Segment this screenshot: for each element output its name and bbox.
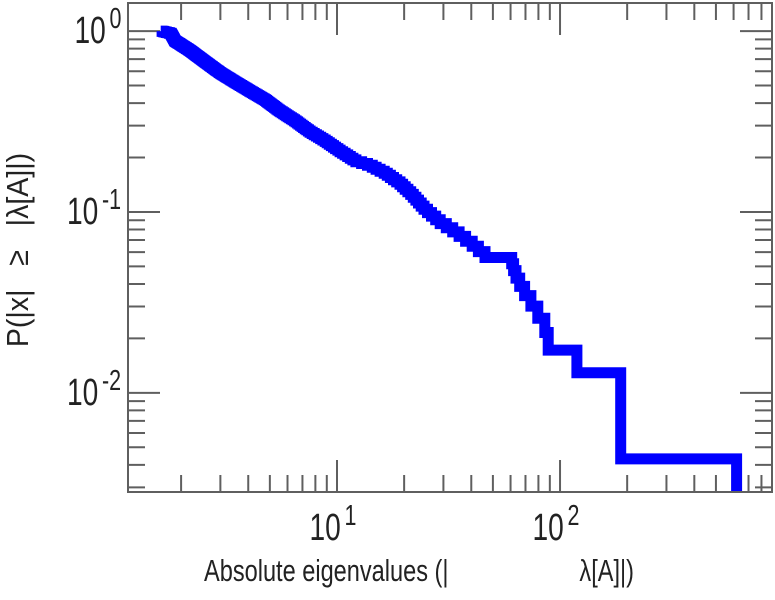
x-tick-label: 10 1	[309, 500, 357, 549]
tick-label-exponent: 0	[109, 3, 121, 36]
y-tick-label: 10 0	[74, 3, 121, 53]
tick-label-base: 10	[74, 10, 106, 53]
tick-label-exponent: -2	[101, 364, 121, 397]
tick-label-exponent: 2	[567, 500, 580, 532]
tick-label-base: 10	[309, 507, 341, 549]
y-tick-label: 10 -2	[66, 365, 121, 414]
tick-label-exponent: 1	[344, 500, 357, 532]
ccdf-step-curve	[156, 25, 743, 492]
y-tick-label: 10 -1	[66, 184, 121, 233]
tick-label-base: 10	[66, 371, 99, 414]
plot-frame	[127, 2, 773, 493]
tick-label-base: 10	[532, 507, 564, 549]
tick-label-exponent: -1	[101, 183, 121, 216]
x-tick-label: 10 2	[532, 500, 580, 549]
x-axis-label: Absolute eigenvalues (| λ[A]|)	[204, 553, 634, 588]
y-axis-label: P(|x| ≥ |λ[A]|)	[0, 152, 35, 348]
tick-label-base: 10	[66, 190, 99, 233]
